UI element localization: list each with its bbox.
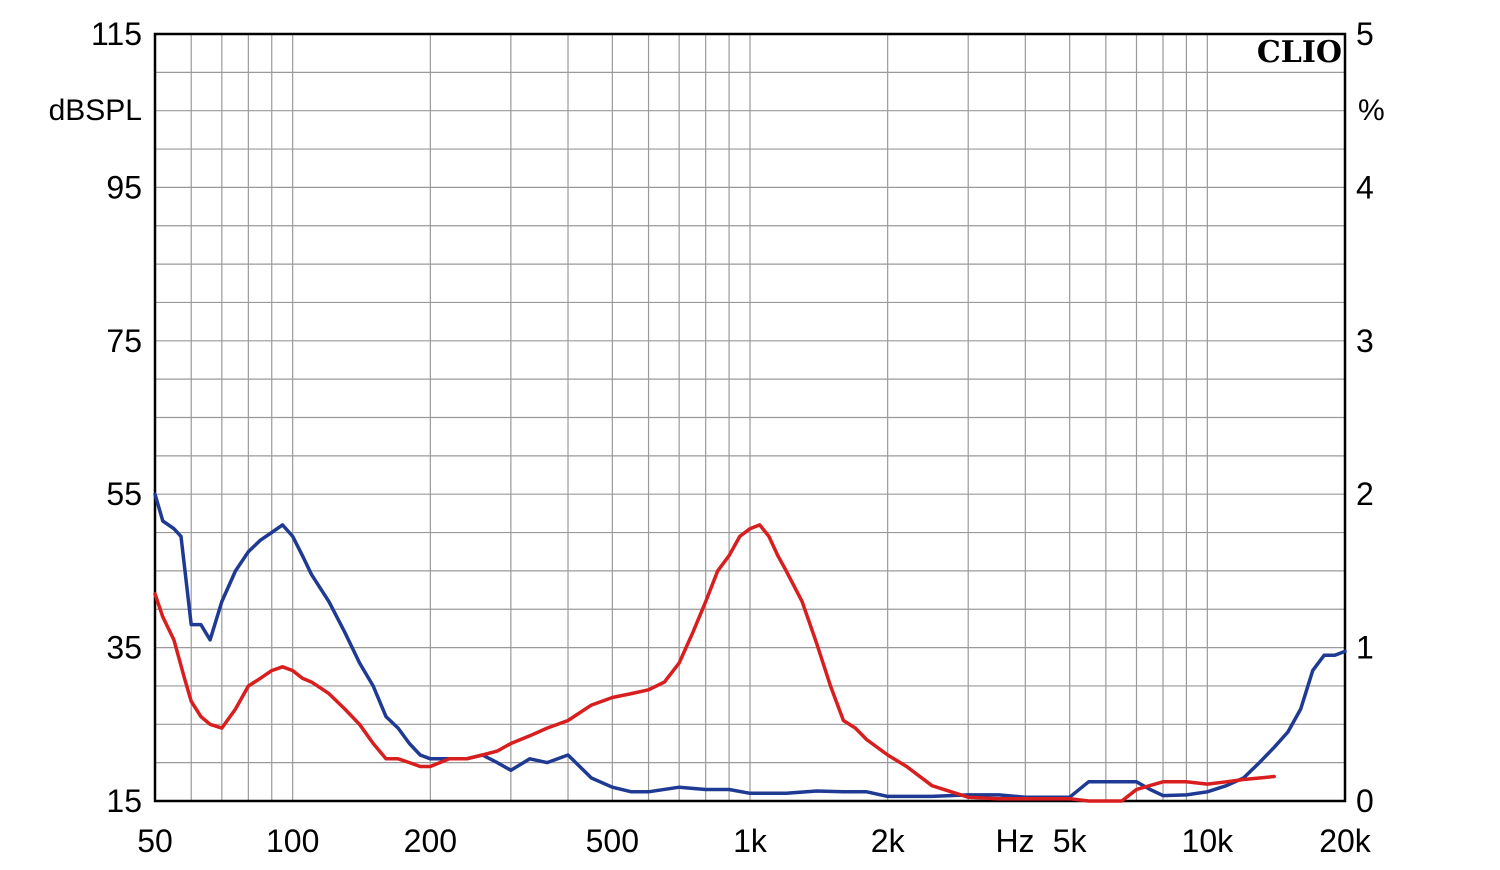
clio-brand-logo: CLIO	[1257, 35, 1342, 70]
series-line-1	[153, 492, 1347, 799]
x-axis-tick-label: 20k	[1319, 823, 1372, 859]
plot-frame	[153, 32, 1347, 803]
x-axis-tick-labels: 50 100 200 500 1k 2k 5k 10k 20k	[137, 823, 1372, 859]
x-axis-tick-label: 1k	[733, 823, 768, 859]
x-axis-tick-label: 5k	[1053, 823, 1088, 859]
x-axis-tick-label: 10k	[1182, 823, 1235, 859]
right-axis-tick-label: 2	[1356, 476, 1374, 512]
left-axis-tick-label: 115	[91, 16, 142, 52]
left-axis-tick-label: 75	[106, 323, 142, 359]
right-axis-unit-label: %	[1358, 94, 1385, 127]
left-axis-tick-label: 95	[106, 169, 142, 205]
right-axis-tick-label: 3	[1356, 323, 1374, 359]
series-line-2	[153, 523, 1276, 803]
grid-lines	[155, 34, 1345, 801]
right-axis-tick-label: 0	[1356, 783, 1374, 819]
right-axis-tick-label: 5	[1356, 16, 1374, 52]
data-series	[153, 492, 1347, 803]
x-axis-tick-label: 100	[266, 823, 319, 859]
right-axis-tick-labels: 5 4 3 2 1 0	[1356, 16, 1374, 819]
left-axis-unit-label: dBSPL	[49, 94, 142, 127]
right-axis-tick-label: 4	[1356, 169, 1374, 205]
x-axis-tick-label: 50	[137, 823, 173, 859]
left-axis-tick-labels: 115 95 75 55 35 15	[91, 16, 142, 819]
right-axis-tick-label: 1	[1356, 630, 1374, 666]
x-axis-tick-label: 2k	[871, 823, 906, 859]
left-axis-tick-label: 35	[106, 630, 142, 666]
x-axis-unit-label: Hz	[995, 823, 1034, 859]
left-axis-tick-label: 55	[106, 476, 142, 512]
x-axis-tick-label: 200	[404, 823, 457, 859]
x-axis-tick-label: 500	[586, 823, 639, 859]
left-axis-tick-label: 15	[106, 783, 142, 819]
